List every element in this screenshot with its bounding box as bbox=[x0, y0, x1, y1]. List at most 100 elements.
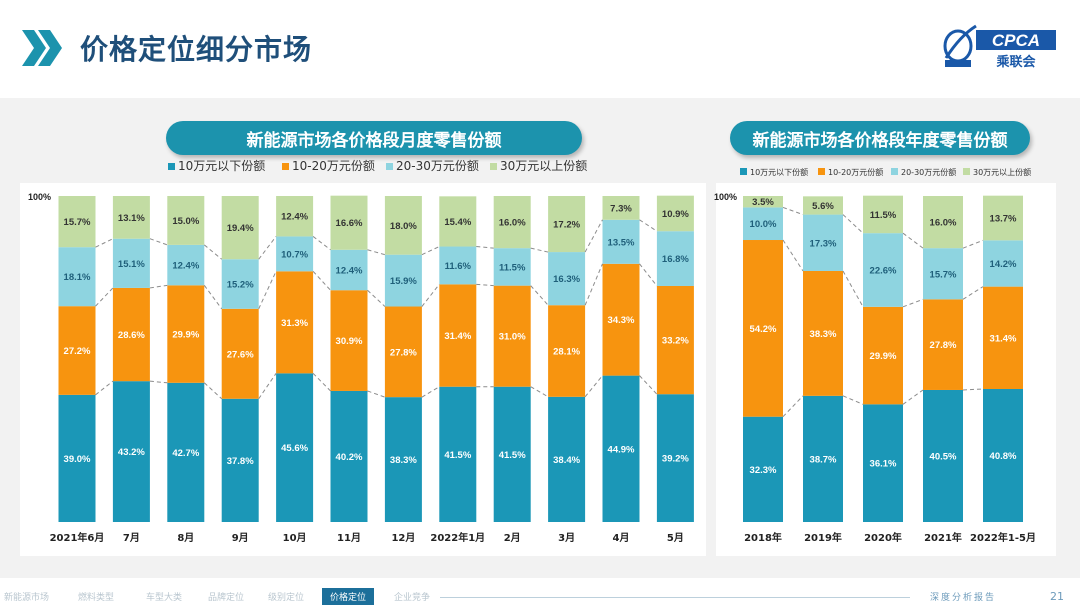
footer-tab-level-positioning[interactable]: 级别定位 bbox=[268, 593, 305, 603]
monthly-connector-line bbox=[584, 375, 603, 398]
monthly-bar-segment bbox=[167, 244, 205, 286]
monthly-connector-line bbox=[367, 289, 386, 307]
monthly-data-label: 11.5% bbox=[499, 262, 526, 273]
monthly-bar-segment bbox=[493, 386, 531, 522]
monthly-bar-segment bbox=[548, 252, 586, 306]
footer-tab-price-positioning[interactable]: 价格定位 bbox=[322, 588, 375, 605]
monthly-data-label: 41.5% bbox=[499, 450, 526, 461]
monthly-category-label: 2022年1月 bbox=[430, 531, 485, 544]
monthly-bar-segment bbox=[602, 263, 640, 376]
monthly-data-label: 12.4% bbox=[172, 261, 199, 272]
monthly-data-label: 12.4% bbox=[281, 212, 308, 223]
monthly-bar-segment bbox=[656, 195, 694, 232]
monthly-data-label: 37.8% bbox=[227, 456, 254, 467]
annual-connector-line bbox=[842, 214, 864, 234]
annual-legend-swatch bbox=[891, 168, 898, 175]
monthly-data-label: 12.4% bbox=[336, 266, 363, 277]
monthly-data-label: 40.2% bbox=[336, 452, 363, 463]
monthly-bar-segment bbox=[276, 236, 314, 272]
monthly-data-label: 27.2% bbox=[64, 346, 91, 357]
monthly-data-label: 10.7% bbox=[281, 249, 308, 260]
monthly-bar-segment bbox=[656, 394, 694, 522]
page-number: 21 bbox=[1050, 590, 1064, 603]
annual-category-label: 2019年 bbox=[804, 531, 842, 544]
monthly-connector-line bbox=[149, 238, 168, 246]
annual-legend-swatch bbox=[740, 168, 747, 175]
monthly-connector-line bbox=[530, 247, 549, 253]
monthly-bar-segment bbox=[493, 248, 531, 286]
monthly-bar-segment bbox=[602, 196, 640, 220]
annual-legend-swatch bbox=[963, 168, 970, 175]
monthly-data-label: 16.8% bbox=[662, 254, 689, 265]
monthly-connector-line bbox=[421, 246, 440, 256]
annual-bar-segment bbox=[803, 214, 843, 271]
monthly-bar-segment bbox=[221, 259, 259, 309]
annual-bar-segment bbox=[923, 196, 963, 249]
monthly-bar-segment bbox=[167, 285, 205, 383]
monthly-data-label: 38.3% bbox=[390, 455, 417, 466]
monthly-data-label: 16.6% bbox=[336, 218, 363, 229]
monthly-data-label: 10.9% bbox=[662, 209, 689, 220]
footer-tab-vehicle-class[interactable]: 车型大类 bbox=[146, 593, 183, 603]
annual-bar-segment bbox=[743, 207, 783, 241]
annual-legend-label: 30万元以上份额 bbox=[973, 167, 1031, 177]
annual-connector-line bbox=[902, 298, 924, 308]
monthly-connector-line bbox=[584, 263, 603, 306]
monthly-category-label: 3月 bbox=[558, 532, 575, 544]
annual-bar-segment bbox=[743, 416, 783, 522]
annual-data-label: 36.1% bbox=[870, 459, 897, 470]
monthly-category-label: 4月 bbox=[613, 532, 630, 544]
monthly-bar-segment bbox=[221, 308, 259, 399]
monthly-data-label: 15.7% bbox=[64, 217, 91, 228]
annual-category-label: 2020年 bbox=[864, 531, 902, 544]
monthly-connector-line bbox=[149, 380, 168, 384]
monthly-connector-line bbox=[312, 270, 331, 291]
footer-tab-enterprise-competition[interactable]: 企业竞争 bbox=[394, 593, 431, 603]
footer-tab-brand-positioning[interactable]: 品牌定位 bbox=[208, 593, 245, 603]
monthly-category-label: 10月 bbox=[283, 532, 307, 544]
monthly-data-label: 27.6% bbox=[227, 349, 254, 360]
annual-data-label: 13.7% bbox=[990, 214, 1017, 225]
monthly-data-label: 38.4% bbox=[553, 455, 580, 466]
monthly-bar-segment bbox=[112, 196, 150, 239]
monthly-bar-segment bbox=[384, 254, 422, 307]
monthly-connector-line bbox=[421, 386, 440, 398]
monthly-bar-segment bbox=[439, 284, 477, 387]
monthly-data-label: 29.9% bbox=[172, 330, 199, 341]
monthly-bar-segment bbox=[493, 285, 531, 387]
monthly-bar-segment bbox=[112, 381, 150, 522]
annual-connector-line bbox=[782, 239, 804, 272]
annual-bar-segment bbox=[803, 270, 843, 396]
monthly-bar-segment bbox=[112, 238, 150, 288]
monthly-data-label: 30.9% bbox=[336, 336, 363, 347]
annual-bar-segment bbox=[863, 306, 903, 405]
monthly-data-label: 42.7% bbox=[172, 448, 199, 459]
annual-bar-segment bbox=[743, 196, 783, 208]
monthly-bar-segment bbox=[330, 195, 368, 250]
monthly-connector-line bbox=[95, 380, 114, 396]
monthly-bar-segment bbox=[112, 287, 150, 382]
annual-data-label: 29.9% bbox=[870, 351, 897, 362]
monthly-chart-title: 新能源市场各价格段月度零售份额 bbox=[166, 121, 582, 155]
annual-data-label: 14.2% bbox=[990, 259, 1017, 270]
annual-category-label: 2021年 bbox=[924, 531, 962, 544]
annual-data-label: 32.3% bbox=[750, 465, 777, 476]
monthly-data-label: 11.6% bbox=[445, 261, 472, 272]
footer-divider bbox=[440, 597, 910, 598]
monthly-connector-line bbox=[367, 390, 386, 398]
monthly-connector-line bbox=[367, 249, 386, 256]
monthly-connector-line bbox=[584, 219, 603, 253]
monthly-bar-segment bbox=[439, 246, 477, 285]
svg-text:乘联会: 乘联会 bbox=[995, 54, 1036, 70]
monthly-data-label: 33.2% bbox=[662, 336, 689, 347]
annual-bar-segment bbox=[923, 389, 963, 522]
footer-tab-fuel-type[interactable]: 燃料类型 bbox=[78, 593, 115, 603]
cpca-logo: CPCA 乘联会 bbox=[943, 24, 1056, 70]
footer-tab-new-energy[interactable]: 新能源市场 bbox=[4, 593, 50, 603]
annual-bar-segment bbox=[923, 248, 963, 300]
header: 价格定位细分市场 CPCA 乘联会 bbox=[0, 0, 1080, 90]
monthly-connector-line bbox=[203, 285, 223, 310]
monthly-bar-segment bbox=[167, 196, 205, 245]
monthly-legend-label: 20-30万元份额 bbox=[396, 159, 479, 173]
monthly-bar-segment bbox=[58, 196, 96, 248]
